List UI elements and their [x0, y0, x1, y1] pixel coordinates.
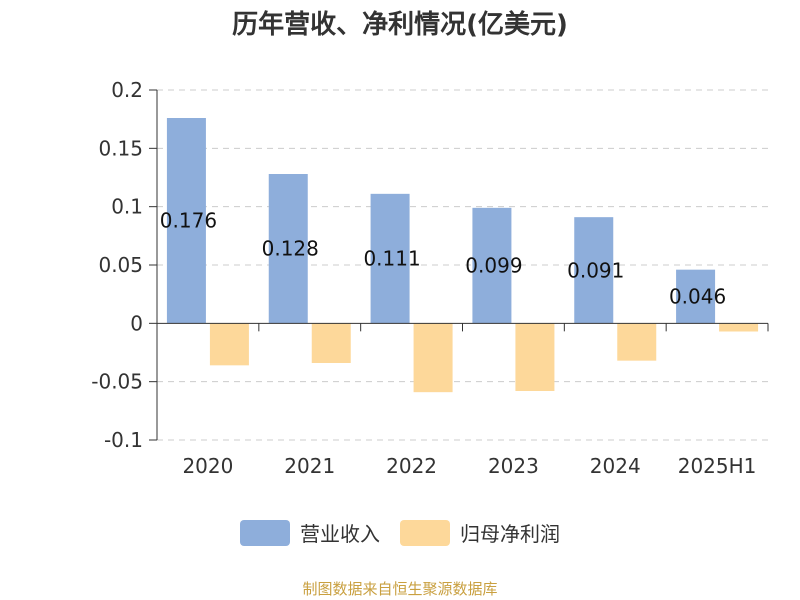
bar-net-profit[interactable] — [719, 323, 759, 332]
y-tick-label: -0.05 — [91, 370, 143, 394]
y-tick-label: 0.1 — [111, 195, 143, 219]
y-tick-label: 0 — [130, 311, 143, 335]
data-label-revenue: 0.128 — [262, 237, 319, 261]
y-tick-label: -0.1 — [104, 428, 143, 452]
bar-net-profit[interactable] — [413, 323, 453, 393]
data-label-revenue: 0.111 — [363, 247, 420, 271]
legend-item-revenue[interactable]: 营业收入 — [240, 518, 380, 547]
x-tick-label: 2020 — [182, 454, 233, 478]
source-note: 制图数据来自恒生聚源数据库 — [302, 580, 498, 598]
x-tick-label: 2022 — [386, 454, 437, 478]
bar-net-profit[interactable] — [311, 323, 351, 363]
legend: 营业收入 归母净利润 — [0, 518, 800, 547]
legend-label-revenue: 营业收入 — [300, 522, 380, 546]
data-label-revenue: 0.176 — [160, 209, 217, 233]
bar-net-profit[interactable] — [209, 323, 249, 366]
bar-revenue[interactable] — [472, 207, 512, 324]
y-tick-label: 0.15 — [98, 136, 143, 160]
x-tick-label: 2024 — [590, 454, 641, 478]
legend-swatch-revenue — [240, 519, 290, 546]
x-tick-label: 2021 — [284, 454, 335, 478]
data-label-revenue: 0.091 — [567, 258, 624, 282]
data-label-revenue: 0.099 — [465, 254, 522, 278]
bar-net-profit[interactable] — [617, 323, 657, 361]
bar-revenue[interactable] — [574, 217, 614, 324]
x-tick-label: 2025H1 — [678, 454, 757, 478]
bar-revenue[interactable] — [166, 118, 206, 324]
y-tick-label: 0.05 — [98, 253, 143, 277]
legend-swatch-net-profit — [400, 519, 450, 546]
chart-title: 历年营收、净利情况(亿美元) — [232, 10, 568, 40]
y-tick-label: 0.2 — [111, 78, 143, 102]
legend-label-net-profit: 归母净利润 — [460, 522, 560, 546]
legend-item-net-profit[interactable]: 归母净利润 — [400, 518, 560, 547]
bar-revenue[interactable] — [676, 269, 716, 324]
x-tick-label: 2023 — [488, 454, 539, 478]
bar-revenue[interactable] — [370, 193, 410, 324]
bar-net-profit[interactable] — [515, 323, 555, 391]
data-label-revenue: 0.046 — [669, 285, 726, 309]
bar-revenue[interactable] — [268, 174, 308, 324]
